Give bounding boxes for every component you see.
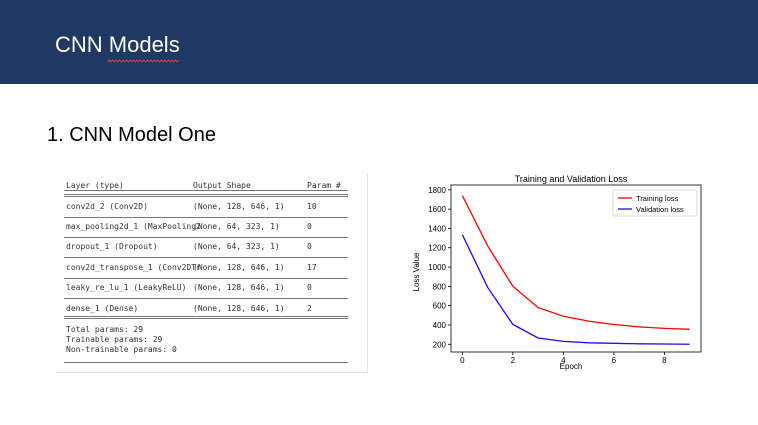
legend-label: Validation loss — [636, 205, 684, 214]
page-title: CNN Models — [55, 32, 180, 63]
param-count: 10 — [307, 202, 317, 211]
loss-chart-svg: Training and Validation Loss Epoch Loss … — [412, 174, 702, 371]
y-tick-label: 800 — [433, 282, 447, 291]
series-lines — [461, 195, 690, 345]
summary-top-rule — [64, 190, 348, 191]
param-count: 0 — [307, 242, 312, 251]
row-divider — [64, 278, 348, 279]
output-shape: (None, 128, 646, 1) — [193, 202, 285, 211]
layer-name: leaky_re_lu_1 (LeakyReLU) — [66, 283, 187, 292]
trainable-params: Trainable params: 29 — [66, 335, 163, 344]
section-title: 1. CNN Model One — [47, 124, 216, 146]
loss-chart: Training and Validation Loss Epoch Loss … — [405, 170, 705, 375]
x-tick-label: 4 — [561, 356, 566, 365]
model-summary: Layer (type) Output Shape Param # conv2d… — [57, 173, 368, 373]
x-tick-label: 6 — [612, 356, 617, 365]
row-divider — [64, 298, 348, 299]
x-tick-label: 8 — [662, 356, 667, 365]
y-tick-label: 400 — [433, 321, 447, 330]
chart-legend: Training loss Validation loss — [612, 189, 698, 217]
summary-header-rule — [64, 194, 348, 197]
param-count: 0 — [307, 283, 312, 292]
page-title-text: CNN Models — [55, 32, 180, 57]
param-count: 0 — [307, 222, 312, 231]
spellcheck-squiggle — [107, 59, 180, 63]
summary-footer-rule — [64, 316, 348, 319]
y-tick-label: 1200 — [428, 244, 446, 253]
y-tick-label: 200 — [433, 340, 447, 349]
legend-label: Training loss — [636, 194, 678, 203]
y-tick-label: 1600 — [428, 205, 446, 214]
x-axis-label: Epoch — [560, 362, 583, 371]
series-line-validation-loss — [461, 234, 690, 345]
series-line-training-loss — [461, 195, 690, 330]
column-header-shape: Output Shape — [193, 181, 251, 190]
total-params: Total params: 29 — [66, 325, 144, 334]
legend-box — [612, 189, 698, 217]
output-shape: (None, 128, 646, 1) — [193, 283, 285, 292]
layer-name: dropout_1 (Dropout) — [66, 242, 158, 251]
header-bar: CNN Models — [0, 0, 758, 84]
row-divider — [64, 257, 348, 258]
output-shape: (None, 64, 323, 1) — [193, 242, 280, 251]
layer-name: conv2d_2 (Conv2D) — [66, 202, 148, 211]
column-header-params: Param # — [307, 181, 341, 190]
output-shape: (None, 64, 323, 1) — [193, 222, 280, 231]
y-tick-label: 1000 — [428, 263, 446, 272]
x-tick-label: 0 — [460, 356, 465, 365]
layer-name: max_pooling2d_1 (MaxPooling2 — [66, 222, 201, 231]
layer-name: conv2d_transpose_1 (Conv2DTr — [66, 263, 201, 272]
y-tick-label: 1400 — [428, 224, 446, 233]
column-header-layer: Layer (type) — [66, 181, 124, 190]
chart-title: Training and Validation Loss — [515, 174, 628, 184]
output-shape: (None, 128, 646, 1) — [193, 263, 285, 272]
y-tick-label: 600 — [433, 302, 447, 311]
layer-name: dense_1 (Dense) — [66, 304, 139, 313]
param-count: 2 — [307, 304, 312, 313]
row-divider — [64, 217, 348, 218]
non-trainable-params: Non-trainable params: 0 — [66, 345, 177, 354]
output-shape: (None, 128, 646, 1) — [193, 304, 285, 313]
axis-ticks: 0 2 4 6 8 200 400 600 800 1000 1200 1400 1600 1800 — [428, 186, 667, 365]
x-tick-label: 2 — [511, 356, 516, 365]
summary-bottom-rule — [64, 362, 348, 363]
y-axis-label: Loss Value — [412, 252, 421, 292]
y-tick-label: 1800 — [428, 186, 446, 195]
param-count: 17 — [307, 263, 317, 272]
row-divider — [64, 237, 348, 238]
plot-frame — [450, 184, 702, 353]
